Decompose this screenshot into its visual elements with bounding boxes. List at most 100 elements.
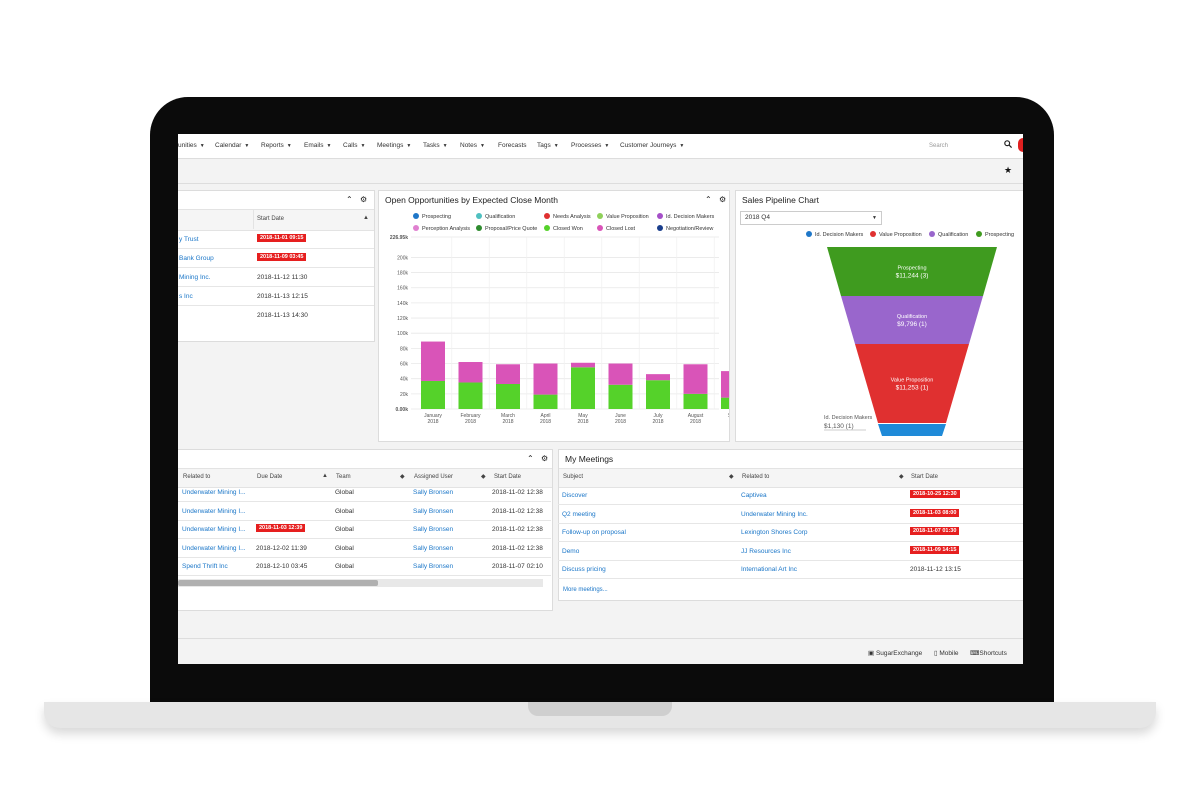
meeting-subject[interactable]: Discover [562, 492, 588, 499]
gear-icon[interactable]: ⚙ [541, 454, 549, 463]
sort-icon[interactable]: ◆ [729, 474, 734, 480]
bar-closed-lost[interactable] [571, 362, 595, 368]
nav-calendar[interactable]: Calendar ▼ [215, 142, 250, 149]
legend-item[interactable]: Closed Lost [597, 225, 635, 232]
funnel-stage-id-decision-makers[interactable] [878, 424, 946, 436]
task-related-to[interactable]: Spend Thrift Inc [182, 563, 228, 571]
bar-closed-lost[interactable] [608, 363, 633, 385]
legend-item[interactable]: Prospecting [413, 213, 451, 220]
subject-header[interactable]: Subject [563, 474, 584, 480]
meeting-related-to[interactable]: Captivea [741, 492, 767, 499]
legend-item[interactable]: Proposal/Price Quote [476, 225, 537, 232]
nav-tags[interactable]: Tags ▼ [537, 142, 559, 149]
legend-item[interactable]: Id. Decision Makers [657, 213, 714, 220]
nav-forecasts[interactable]: Forecasts [498, 142, 527, 149]
meeting-subject[interactable]: Follow-up on proposal [562, 529, 626, 537]
related-to-header[interactable]: Related to [742, 474, 770, 480]
bar-closed-won[interactable] [458, 382, 483, 409]
bar-closed-lost[interactable] [721, 371, 729, 398]
list-item[interactable]: Bank Group [179, 255, 214, 262]
task-assigned-user[interactable]: Sally Bronsen [413, 563, 454, 571]
nav-customer-journeys[interactable]: Customer Journeys ▼ [620, 142, 685, 149]
legend-item[interactable]: Negotiation/Review [657, 225, 713, 232]
chevron-up-icon[interactable]: ⌃ [705, 195, 712, 204]
nav-notes[interactable]: Notes ▼ [460, 142, 485, 149]
bar-closed-won[interactable] [533, 394, 558, 409]
meeting-related-to[interactable]: JJ Resources Inc [741, 547, 791, 555]
bar-closed-won[interactable] [646, 380, 670, 409]
meeting-subject[interactable]: Discuss pricing [562, 566, 606, 574]
task-assigned-user[interactable]: Sally Bronsen [413, 526, 454, 534]
legend-item[interactable]: Perception Analysis [413, 225, 470, 232]
task-related-to[interactable]: Underwater Mining I... [182, 526, 246, 534]
related-to-header[interactable]: Related to [183, 474, 211, 480]
bar-closed-won[interactable] [496, 383, 520, 409]
assigned-user-header[interactable]: Assigned User [414, 474, 454, 480]
nav-reports[interactable]: Reports ▼ [261, 142, 292, 149]
list-item[interactable]: Mining Inc. [179, 274, 211, 281]
avatar[interactable] [1018, 138, 1023, 152]
sort-icon[interactable]: ◆ [481, 474, 486, 480]
sort-icon[interactable]: ◆ [400, 474, 405, 480]
start-date-header[interactable]: Start Date [257, 216, 285, 222]
sort-icon[interactable]: ◆ [899, 474, 904, 480]
bar-closed-lost[interactable] [683, 364, 708, 394]
nav-processes[interactable]: Processes ▼ [571, 142, 610, 149]
nav-tasks[interactable]: Tasks ▼ [423, 142, 448, 149]
meeting-related-to[interactable]: Lexington Shores Corp [741, 529, 808, 537]
gear-icon[interactable]: ⚙ [719, 195, 727, 204]
meeting-subject[interactable]: Q2 meeting [562, 510, 596, 518]
meeting-subject[interactable]: Demo [562, 547, 580, 555]
legend-item[interactable]: Needs Analysis [544, 213, 591, 220]
bar-closed-lost[interactable] [646, 374, 670, 381]
task-assigned-user[interactable]: Sally Bronsen [413, 507, 454, 515]
list-item[interactable]: s Inc [179, 293, 193, 300]
mobile-link[interactable]: ▯ Mobile [934, 650, 959, 657]
period-select[interactable]: 2018 Q4 ▼ [740, 211, 882, 225]
legend-item[interactable]: Qualification [929, 231, 968, 238]
due-date-header[interactable]: Due Date [257, 474, 283, 480]
task-related-to[interactable]: Underwater Mining I... [182, 507, 246, 515]
search-icon[interactable] [1004, 140, 1013, 150]
chevron-up-icon[interactable]: ⌃ [346, 195, 353, 204]
funnel-stage-value-proposition[interactable] [855, 344, 969, 423]
bar-closed-won[interactable] [421, 380, 445, 409]
start-date-header[interactable]: Start Date [911, 474, 939, 480]
team-header[interactable]: Team [336, 474, 351, 480]
meeting-related-to[interactable]: International Art Inc [741, 566, 798, 574]
sort-icon[interactable]: ▲ [322, 473, 328, 479]
task-assigned-user[interactable]: Sally Bronsen [413, 544, 454, 552]
bar-closed-won[interactable] [571, 367, 595, 409]
nav-calls[interactable]: Calls ▼ [343, 142, 366, 149]
legend-item[interactable]: Value Proposition [870, 231, 922, 238]
nav-opportunities[interactable]: unities ▼ [178, 142, 205, 149]
task-related-to[interactable]: Underwater Mining I... [182, 489, 246, 496]
bar-closed-lost[interactable] [496, 364, 520, 384]
bar-closed-won[interactable] [721, 397, 729, 409]
legend-item[interactable]: Prospecting [976, 231, 1014, 238]
shortcuts-link[interactable]: ⌨Shortcuts [970, 650, 1007, 657]
start-date-header[interactable]: Start Date [494, 474, 522, 480]
scrollbar-thumb[interactable] [178, 580, 378, 586]
task-assigned-user[interactable]: Sally Bronsen [413, 489, 454, 496]
funnel-stage-prospecting[interactable] [827, 247, 997, 296]
legend-item[interactable]: Id. Decision Makers [806, 231, 863, 238]
horizontal-scrollbar[interactable] [178, 579, 543, 587]
sugarexchange-link[interactable]: ▣ SugarExchange [868, 650, 923, 657]
star-icon[interactable]: ★ [1004, 165, 1013, 175]
funnel-stage-qualification[interactable] [841, 296, 983, 344]
chevron-up-icon[interactable]: ⌃ [527, 454, 534, 463]
more-meetings-link[interactable]: More meetings... [563, 587, 608, 593]
bar-closed-lost[interactable] [458, 362, 483, 383]
search-input[interactable]: Search [929, 143, 949, 149]
sort-icon[interactable]: ▲ [363, 215, 369, 221]
bar-closed-lost[interactable] [533, 363, 558, 395]
legend-item[interactable]: Closed Won [544, 225, 583, 232]
bar-closed-won[interactable] [683, 393, 708, 409]
nav-emails[interactable]: Emails ▼ [304, 142, 332, 149]
legend-item[interactable]: Qualification [476, 213, 515, 220]
list-item[interactable]: y Trust [179, 236, 199, 243]
bar-closed-lost[interactable] [421, 341, 445, 381]
nav-meetings[interactable]: Meetings ▼ [377, 142, 412, 149]
legend-item[interactable]: Value Proposition [597, 213, 649, 220]
